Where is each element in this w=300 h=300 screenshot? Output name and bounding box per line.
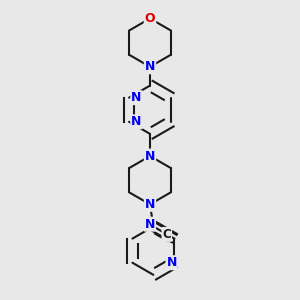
Text: N: N: [145, 60, 155, 73]
Text: N: N: [131, 115, 142, 128]
Text: N: N: [167, 256, 177, 269]
Text: C: C: [162, 228, 171, 241]
Text: N: N: [145, 149, 155, 163]
Text: O: O: [145, 12, 155, 25]
Text: N: N: [145, 198, 155, 211]
Text: N: N: [145, 218, 155, 231]
Text: N: N: [131, 91, 142, 104]
